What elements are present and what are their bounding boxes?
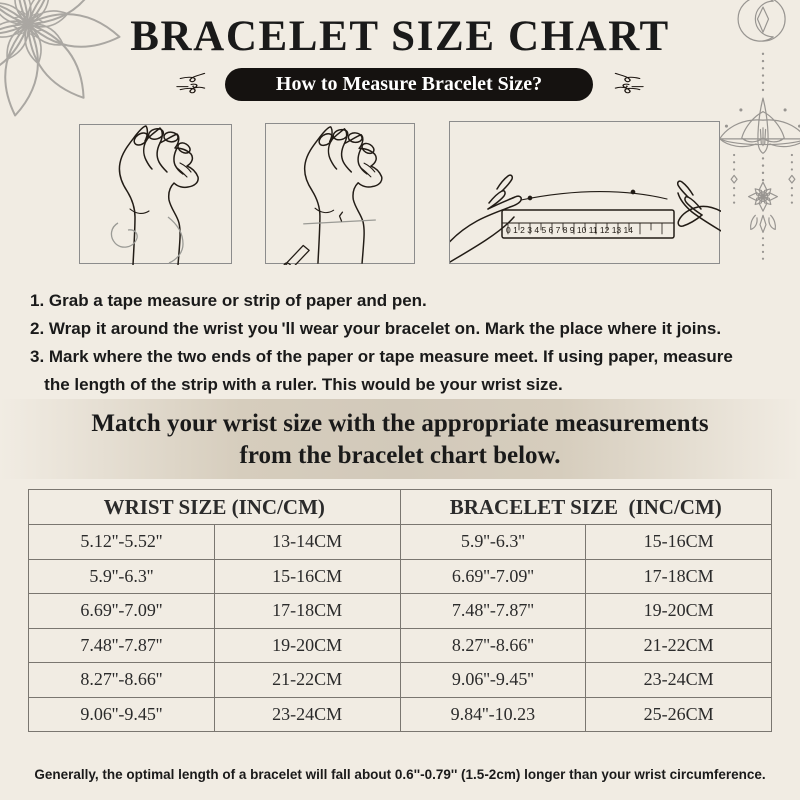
svg-text:0 1 2 3 4 5 6 7 8 9 10 11 12 1: 0 1 2 3 4 5 6 7 8 9 10 11 12 13 14	[506, 225, 633, 235]
